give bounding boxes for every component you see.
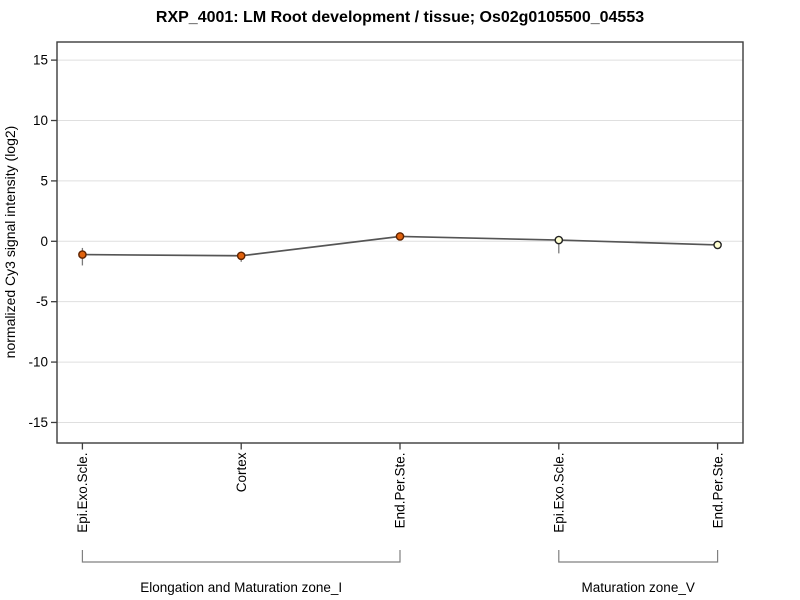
x-category-label: Epi.Exo.Scle.	[551, 453, 566, 533]
y-tick-label: 5	[40, 173, 48, 188]
data-point-filled	[395, 232, 405, 241]
chart-title: RXP_4001: LM Root development / tissue; …	[156, 9, 644, 26]
y-tick-label: -15	[28, 415, 48, 430]
y-axis-title: normalized Cy3 signal intensity (log2)	[2, 126, 18, 359]
y-tick-label: 0	[40, 234, 48, 249]
data-point-filled	[236, 251, 246, 261]
x-category-label: End.Per.Ste.	[710, 453, 725, 529]
data-point-open	[713, 240, 722, 250]
x-axis-ticks: Epi.Exo.Scle. Cortex End.Per.Ste. Epi.Exo.S…	[75, 443, 725, 533]
y-axis-ticks: 15 10 5 0 -5 -10 -15	[28, 53, 57, 430]
data-series	[78, 232, 722, 266]
x-category-label: Epi.Exo.Scle.	[75, 453, 90, 533]
group-bracket	[558, 550, 719, 563]
y-tick-label: 15	[33, 53, 48, 68]
group-label: Maturation zone_V	[582, 580, 695, 595]
data-point-filled	[78, 250, 87, 259]
group-label: Elongation and Maturation zone_I	[140, 580, 342, 595]
y-tick-label: 10	[33, 113, 48, 128]
plot-border	[56, 41, 744, 444]
gridlines	[57, 59, 743, 423]
group-bracket	[81, 550, 401, 563]
data-point-open	[554, 235, 564, 245]
y-tick-label: -5	[36, 294, 48, 309]
x-category-label: Cortex	[234, 452, 249, 492]
x-category-label: End.Per.Ste.	[393, 453, 408, 529]
group-brackets: Elongation and Maturation zone_I Maturati…	[81, 550, 719, 595]
y-tick-label: -10	[28, 355, 48, 370]
